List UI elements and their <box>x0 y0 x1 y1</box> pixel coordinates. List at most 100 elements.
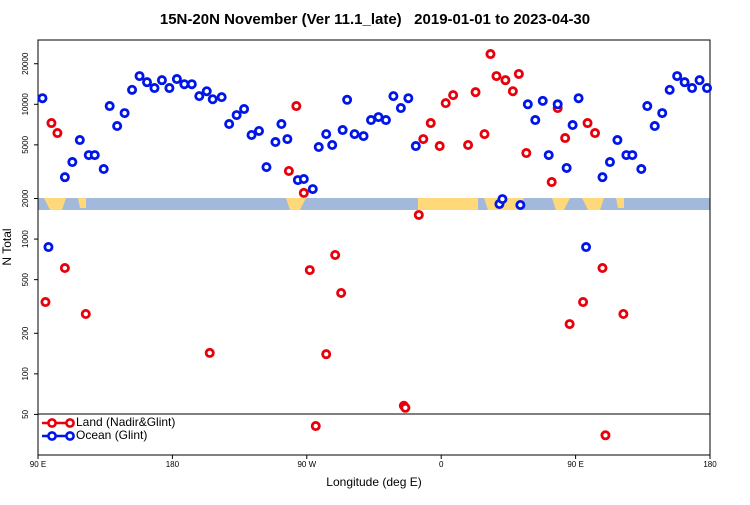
point <box>380 115 391 126</box>
y-tick-label: 20000 <box>21 52 30 75</box>
point <box>537 95 548 106</box>
point <box>46 118 57 129</box>
point <box>618 309 629 320</box>
point <box>649 121 660 132</box>
point <box>270 137 281 148</box>
point <box>491 71 502 82</box>
point <box>186 79 197 90</box>
x-tick-label: 90 E <box>30 460 46 469</box>
point <box>470 87 481 98</box>
point <box>282 134 293 145</box>
point <box>403 93 414 104</box>
point <box>37 93 48 104</box>
point <box>254 125 265 136</box>
point <box>194 91 205 102</box>
point <box>552 99 563 110</box>
point <box>134 71 145 82</box>
legend-label: Land (Nadir&Glint) <box>76 415 175 429</box>
point <box>687 83 698 94</box>
point <box>440 98 451 109</box>
point <box>642 101 653 112</box>
point <box>98 164 109 175</box>
point <box>336 288 347 299</box>
point <box>89 150 100 161</box>
point <box>567 120 578 131</box>
point <box>337 125 348 136</box>
y-tick-label: 500 <box>21 272 30 286</box>
point <box>500 75 511 86</box>
point <box>149 83 160 94</box>
point <box>702 83 713 94</box>
point <box>231 110 242 121</box>
point <box>507 86 518 97</box>
point <box>581 242 592 253</box>
point <box>561 162 572 173</box>
point <box>388 91 399 102</box>
point <box>418 134 429 145</box>
point <box>216 92 227 103</box>
map-strip <box>38 198 710 210</box>
point <box>543 150 554 161</box>
point <box>74 135 85 146</box>
point <box>358 131 369 142</box>
point <box>597 172 608 183</box>
point <box>636 164 647 175</box>
point <box>59 263 70 274</box>
point <box>694 75 705 86</box>
point <box>164 83 175 94</box>
point <box>342 94 353 105</box>
point <box>522 99 533 110</box>
point <box>513 68 524 79</box>
point <box>171 74 182 85</box>
legend-label: Ocean (Glint) <box>76 428 147 442</box>
point <box>43 242 54 253</box>
point <box>425 118 436 129</box>
point <box>327 139 338 150</box>
y-tick-label: 100 <box>21 367 30 381</box>
point <box>156 75 167 86</box>
point <box>80 309 91 320</box>
y-tick-label: 2000 <box>21 189 30 207</box>
point <box>142 77 153 88</box>
point <box>207 94 218 105</box>
point <box>627 150 638 161</box>
point <box>485 49 496 60</box>
y-tick-label: 5000 <box>21 135 30 153</box>
point <box>600 430 611 441</box>
legend-marker <box>47 418 57 428</box>
point <box>201 86 212 97</box>
point <box>679 77 690 88</box>
point <box>307 184 318 195</box>
point <box>497 194 508 205</box>
point <box>564 319 575 330</box>
x-axis-label: Longitude (deg E) <box>326 475 421 489</box>
x-tick-label: 180 <box>166 460 180 469</box>
point <box>298 174 309 185</box>
point <box>530 115 541 126</box>
point <box>434 141 445 152</box>
legend-marker <box>65 431 75 441</box>
point <box>413 209 424 220</box>
point <box>479 129 490 140</box>
y-tick-label: 10000 <box>21 93 30 116</box>
point <box>604 157 615 168</box>
point <box>127 84 138 95</box>
point <box>410 141 421 152</box>
point <box>672 71 683 82</box>
point <box>321 349 332 360</box>
point <box>67 157 78 168</box>
point <box>578 297 589 308</box>
point <box>298 187 309 198</box>
y-tick-label: 200 <box>21 326 30 340</box>
point <box>657 108 668 119</box>
point <box>304 265 315 276</box>
y-tick-label: 50 <box>21 409 30 418</box>
point <box>310 421 321 432</box>
legend-marker <box>47 431 57 441</box>
point <box>330 249 341 260</box>
point <box>52 128 63 139</box>
point <box>40 297 51 308</box>
point <box>448 90 459 101</box>
point <box>291 101 302 112</box>
